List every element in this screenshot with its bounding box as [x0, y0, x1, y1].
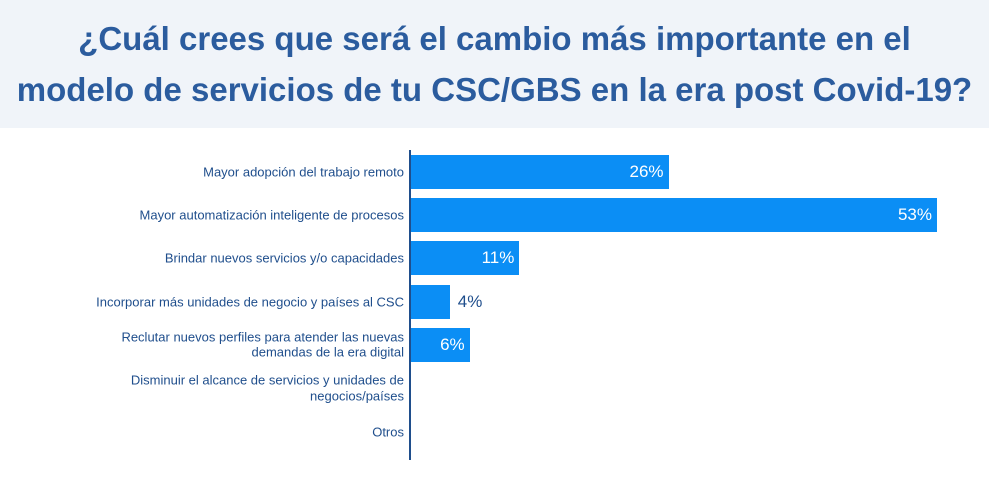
bar [410, 241, 520, 276]
chart-title: ¿Cuál crees que será el cambio más impor… [16, 20, 973, 108]
data-label: 4% [457, 291, 483, 311]
category-axis-line [409, 150, 411, 460]
data-label: 11% [481, 248, 515, 268]
category-label: Mayor adopción del trabajo remoto [203, 163, 404, 179]
category-label: Incorporar más unidades de negocio y paí… [96, 293, 404, 309]
category-label: Otros [372, 423, 404, 439]
bar [410, 327, 470, 362]
data-label: 53% [897, 204, 932, 224]
category-label: Reclutar nuevos perfiles para atender la… [121, 329, 404, 360]
category-label: Mayor automatización inteligente de proc… [139, 207, 404, 223]
category-label: Disminuir el alcance de servicios y unid… [130, 372, 404, 404]
bar [410, 284, 450, 319]
category-label: Brindar nuevos servicios y/o capacidades [164, 250, 404, 266]
bar [410, 197, 937, 232]
data-label: 6% [440, 334, 465, 354]
bar-chart: Mayor adopción del trabajo remoto 26% Mayo… [0, 128, 989, 487]
bar [410, 154, 669, 189]
title-banner: ¿Cuál crees que será el cambio más impor… [0, 0, 989, 128]
data-label: 26% [629, 161, 664, 181]
